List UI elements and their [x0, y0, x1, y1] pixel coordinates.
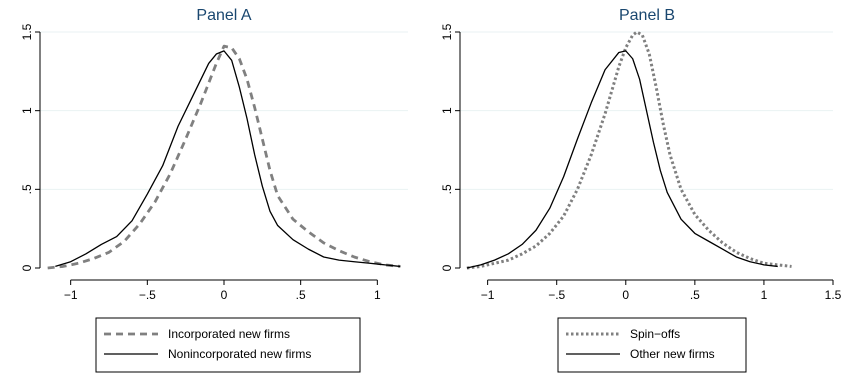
panel-b-xtick-label-5: 1.5	[825, 288, 841, 302]
panel-a-xtick-label-4: 1	[374, 288, 381, 302]
panel-a-axes: 0 .5 1 1.5 −1 −.5 0 .5 1	[20, 23, 381, 302]
panel-a-legend-box	[95, 317, 361, 373]
panel-b-curves	[466, 30, 792, 270]
panel-b-ytick-label-3: 1.5	[440, 23, 454, 40]
panel-a-xtick-label-2: 0	[221, 288, 228, 302]
panel-b-xtick-label-4: 1	[761, 288, 768, 302]
panel-a-title: Panel A	[196, 7, 251, 24]
panel-b-ytick-label-2: 1	[440, 107, 454, 114]
panel-b-xtick-label-3: .5	[690, 288, 700, 302]
panel-b-legend-label-0: Spin−offs	[630, 327, 680, 341]
panel-a-xtick-label-3: .5	[296, 288, 306, 302]
panel-a-curves	[47, 44, 401, 270]
panel-b-legend-box	[557, 317, 747, 373]
panel-a-ytick-label-1: .5	[20, 184, 34, 194]
panel-b-xtick-label-1: −.5	[548, 288, 565, 302]
panel-b-legend: Spin−offs Other new firms	[557, 317, 747, 373]
panel-a-ytick-label-3: 1.5	[20, 23, 34, 40]
panel-a-grid	[40, 31, 408, 190]
panel-a-curve-primary	[47, 44, 401, 270]
panel-b-xtick-label-2: 0	[622, 288, 629, 302]
panel-a-xtick-label-0: −1	[64, 288, 78, 302]
panel-b: Panel B 0 .5 1 1.5 −1 −.5 0 .5 1 1.5 Spin−offs Oth…	[440, 7, 841, 373]
panel-b-axes: 0 .5 1 1.5 −1 −.5 0 .5 1 1.5	[440, 23, 841, 302]
panel-a-ytick-label-2: 1	[20, 107, 34, 114]
panel-a-legend: Incorporated new firms Nonincorporated ne…	[95, 317, 361, 373]
panel-a-legend-label-1: Nonincorporated new firms	[168, 347, 311, 361]
panel-b-ytick-label-1: .5	[440, 184, 454, 194]
panel-a-ytick-label-0: 0	[20, 264, 34, 271]
panel-b-ytick-label-0: 0	[440, 264, 454, 271]
panel-b-legend-label-1: Other new firms	[630, 347, 715, 361]
panel-a-curve-comparison	[55, 50, 401, 268]
panel-a-legend-label-0: Incorporated new firms	[168, 327, 290, 341]
panel-b-curve-comparison	[466, 50, 778, 269]
panel-b-title: Panel B	[619, 7, 675, 24]
panel-a: Panel A 0 .5 1 1.5 −1 −.5 0 .5 1 Incorporated ne…	[20, 7, 408, 373]
panel-b-xtick-label-0: −1	[481, 288, 495, 302]
panel-a-xtick-label-1: −.5	[139, 288, 156, 302]
